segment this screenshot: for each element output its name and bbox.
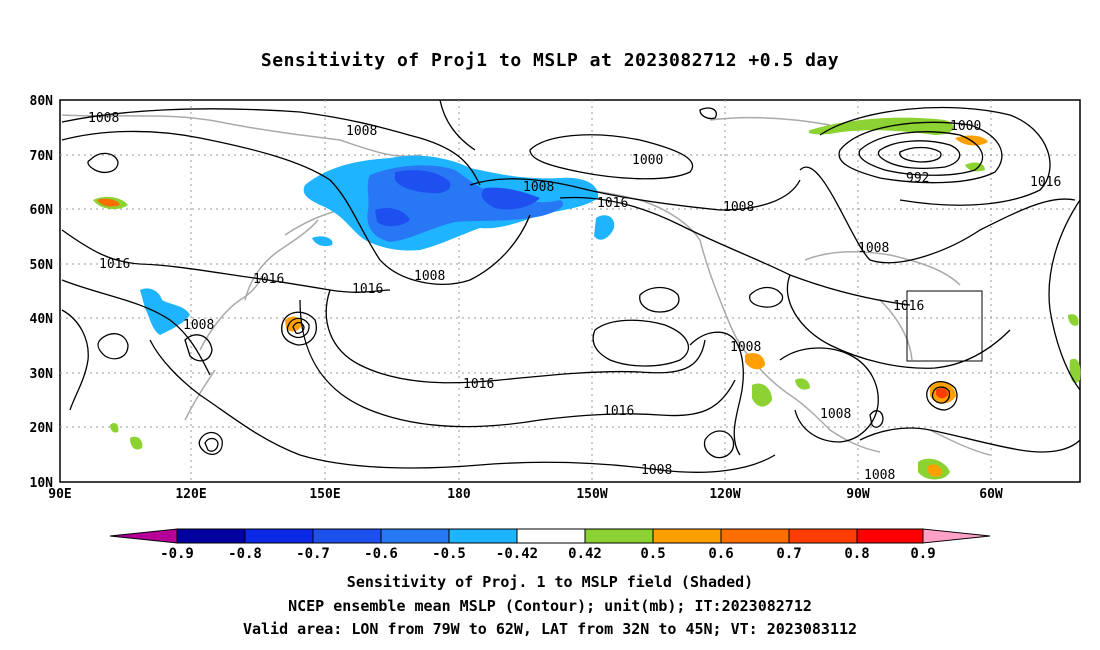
colorbar-swatch (720, 528, 790, 544)
colorbar-swatch (788, 528, 858, 544)
lon-label: 60W (979, 487, 1003, 502)
lat-label: 50N (30, 258, 54, 273)
colorbar-label: 0.6 (708, 546, 733, 562)
colorbar-label: -0.6 (364, 546, 398, 562)
lat-label: 80N (30, 94, 54, 109)
contour-label: 1000 (950, 119, 981, 134)
caption-line-2: NCEP ensemble mean MSLP (Contour); unit(… (288, 597, 812, 615)
longitude-axis: 90E 120E 150E 180 150W 120W 90W 60W (48, 487, 1003, 502)
colorbar: -0.9 -0.8 -0.7 -0.6 -0.5 -0.42 0.42 0.5 … (109, 528, 991, 562)
lon-label: 150W (576, 487, 607, 502)
contour-labels: 1008 1008 1000 1008 1016 1008 1000 992 1… (88, 111, 1061, 483)
colorbar-label: -0.9 (160, 546, 194, 562)
colorbar-swatch (244, 528, 314, 544)
lon-label: 150E (309, 487, 340, 502)
lon-label: 180 (447, 487, 471, 502)
contour-label: 1008 (730, 340, 761, 355)
mslp-contours (61, 99, 1081, 473)
lon-label: 90E (48, 487, 71, 502)
contour-label: 1016 (253, 272, 284, 287)
colorbar-left-arrow (109, 528, 178, 544)
colorbar-label: -0.7 (296, 546, 330, 562)
contour-label: 1016 (603, 404, 634, 419)
lat-label: 20N (30, 421, 54, 436)
colorbar-swatch (516, 528, 586, 544)
contour-label: 1008 (183, 318, 214, 333)
colorbar-swatch (312, 528, 382, 544)
colorbar-label: 0.9 (910, 546, 935, 562)
contour-label: 1016 (893, 299, 924, 314)
colorbar-swatch (856, 528, 924, 544)
colorbar-label: -0.42 (496, 546, 538, 562)
colorbar-label: 0.7 (776, 546, 801, 562)
latitude-axis: 80N 70N 60N 50N 40N 30N 20N 10N (30, 94, 54, 491)
colorbar-label: 0.8 (844, 546, 869, 562)
contour-label: 1008 (864, 468, 895, 483)
colorbar-swatch (652, 528, 722, 544)
lat-label: 10N (30, 476, 54, 491)
lat-label: 40N (30, 312, 54, 327)
lon-label: 120W (709, 487, 740, 502)
contour-label: 1008 (414, 269, 445, 284)
contour-label: 1016 (352, 282, 383, 297)
lat-label: 70N (30, 149, 54, 164)
contour-label: 1008 (858, 241, 889, 256)
colorbar-swatch (380, 528, 450, 544)
contour-label: 1008 (723, 200, 754, 215)
colorbar-right-arrow (922, 528, 991, 544)
lat-label: 60N (30, 203, 54, 218)
caption-line-3: Valid area: LON from 79W to 62W, LAT fro… (242, 620, 858, 638)
colorbar-swatch (584, 528, 654, 544)
colorbar-label: 0.5 (640, 546, 665, 562)
colorbar-label: -0.5 (432, 546, 466, 562)
contour-label: 1008 (523, 180, 554, 195)
colorbar-label: -0.8 (228, 546, 262, 562)
valid-area-box (906, 290, 983, 362)
contour-label: 1008 (641, 463, 672, 478)
map-title: Sensitivity of Proj1 to MSLP at 20230827… (260, 50, 840, 71)
caption-line-1: Sensitivity of Proj. 1 to MSLP field (Sh… (346, 573, 754, 591)
lat-label: 30N (30, 367, 54, 382)
contour-label: 1016 (463, 377, 494, 392)
contour-label: 1016 (1030, 175, 1061, 190)
contour-label: 1000 (632, 153, 663, 168)
contour-label: 1016 (597, 196, 628, 211)
lon-label: 90W (846, 487, 870, 502)
colorbar-swatch (448, 528, 518, 544)
contour-label: 992 (906, 171, 929, 186)
contour-label: 1016 (99, 257, 130, 272)
colorbar-swatch (176, 528, 246, 544)
contour-label: 1008 (346, 124, 377, 139)
colorbar-label: 0.42 (568, 546, 602, 562)
lon-label: 120E (175, 487, 206, 502)
contour-label: 1008 (88, 111, 119, 126)
contour-label: 1008 (820, 407, 851, 422)
